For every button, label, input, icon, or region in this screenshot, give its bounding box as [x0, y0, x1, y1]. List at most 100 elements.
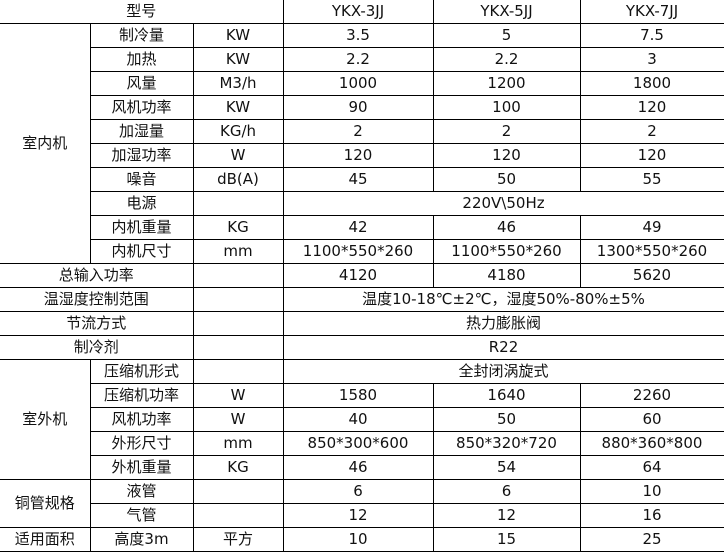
unit-cell	[192, 479, 284, 504]
row-label: 电源	[90, 191, 194, 216]
unit-cell	[192, 191, 284, 216]
row-label: 内机尺寸	[90, 239, 194, 264]
table-row: 室外机 压缩机形式 全封闭涡旋式	[0, 359, 724, 480]
area-row: 适用面积 高度3m 平方 10 15 25	[0, 527, 724, 552]
value-cell: 7.5	[579, 23, 724, 48]
value-cell: 220V\50Hz	[282, 191, 724, 216]
row-label: 压缩机形式	[89, 359, 194, 384]
row-label: 压缩机功率	[90, 383, 194, 408]
header-row: 型号 YKX-3JJ YKX-5JJ YKX-7JJ	[0, 0, 724, 24]
unit-cell	[192, 263, 284, 288]
unit-cell: mm	[192, 239, 284, 264]
table-row: 内机尺寸 mm 1100*550*260 1100*550*260 1300*550*2…	[0, 239, 724, 264]
value-cell: 880*360*800	[579, 431, 724, 456]
value-cell: 4120	[282, 263, 434, 288]
unit-cell: 平方	[192, 527, 284, 552]
value-cell: 42	[282, 215, 434, 240]
indoor-section: 室内机 制冷量 KW 3.5 5 7.5 加热 KW 2.2 2.2 3 风量 M3/h 1000 1200…	[0, 23, 724, 264]
table-row: 铜管规格 液管 6 6 10	[0, 479, 724, 528]
unit-cell: M3/h	[192, 71, 284, 96]
value-cell: 10	[579, 479, 724, 504]
row-label: 风量	[90, 71, 194, 96]
value-cell: 1100*550*260	[282, 239, 434, 264]
value-cell: 1640	[432, 383, 581, 408]
row-label: 外机重量	[90, 455, 194, 480]
group-label: 铜管规格	[0, 479, 91, 528]
table-row: 加湿量 KG/h 2 2 2	[0, 119, 724, 144]
value-cell: 1580	[282, 383, 434, 408]
unit-cell: KW	[192, 95, 284, 120]
table-row: 气管 12 12 16	[0, 503, 724, 528]
pipe-section: 铜管规格 液管 6 6 10 气管 12 12 16	[0, 479, 724, 528]
row-label: 噪音	[90, 167, 194, 192]
row-label: 高度3m	[89, 527, 194, 552]
value-cell: 12	[432, 503, 581, 528]
group-label: 适用面积	[0, 527, 91, 552]
total-power-row: 总输入功率 4120 4180 5620	[0, 263, 724, 288]
row-label: 外形尺寸	[90, 431, 194, 456]
value-cell: 25	[579, 527, 724, 552]
value-cell: 120	[579, 95, 724, 120]
value-cell: 5	[432, 23, 581, 48]
value-cell: 850*300*600	[282, 431, 434, 456]
value-cell: 50	[432, 167, 581, 192]
control-range-row: 温湿度控制范围 温度10-18℃±2℃，湿度50%-80%±5%	[0, 287, 724, 312]
value-cell: 12	[282, 503, 434, 528]
group-label: 室内机	[0, 23, 91, 264]
value-cell: 3.5	[282, 23, 434, 48]
value-cell: 16	[579, 503, 724, 528]
value-cell: 10	[282, 527, 434, 552]
group-label: 室外机	[0, 359, 91, 480]
table-row: 内机重量 KG 42 46 49	[0, 215, 724, 240]
unit-cell: KG	[192, 215, 284, 240]
model-1: YKX-3JJ	[282, 0, 434, 24]
value-cell: 46	[282, 455, 434, 480]
row-label: 风机功率	[90, 407, 194, 432]
value-cell: 1100*550*260	[432, 239, 581, 264]
value-cell: 2	[282, 119, 434, 144]
value-cell: 温度10-18℃±2℃，湿度50%-80%±5%	[282, 287, 724, 312]
value-cell: 2	[432, 119, 581, 144]
unit-cell: W	[192, 407, 284, 432]
outdoor-section: 室外机 压缩机形式 全封闭涡旋式 压缩机功率 W 1580 1640 2260 风机功率 W 40 5…	[0, 359, 724, 480]
table-row: 电源 220V\50Hz	[0, 191, 724, 216]
unit-cell	[192, 335, 284, 360]
value-cell: 1800	[579, 71, 724, 96]
table-row: 加湿功率 W 120 120 120	[0, 143, 724, 168]
value-cell: 55	[579, 167, 724, 192]
value-cell: 120	[579, 143, 724, 168]
row-label: 加热	[90, 47, 194, 72]
table-row: 加热 KW 2.2 2.2 3	[0, 47, 724, 72]
value-cell: 热力膨胀阀	[282, 311, 724, 336]
value-cell: 2.2	[432, 47, 581, 72]
unit-cell: dB(A)	[192, 167, 284, 192]
row-label: 内机重量	[90, 215, 194, 240]
value-cell: 850*320*720	[432, 431, 581, 456]
refrigerant-row: 制冷剂 R22	[0, 335, 724, 360]
value-cell: 90	[282, 95, 434, 120]
unit-cell	[192, 311, 284, 336]
row-label: 风机功率	[90, 95, 194, 120]
unit-cell: KW	[192, 23, 284, 48]
value-cell: 54	[432, 455, 581, 480]
model-3: YKX-7JJ	[579, 0, 724, 24]
table-row: 压缩机功率 W 1580 1640 2260	[0, 383, 724, 408]
value-cell: 全封闭涡旋式	[282, 359, 724, 384]
value-cell: 1300*550*260	[579, 239, 724, 264]
value-cell: 6	[282, 479, 434, 504]
value-cell: 45	[282, 167, 434, 192]
value-cell: 15	[432, 527, 581, 552]
table-row: 噪音 dB(A) 45 50 55	[0, 167, 724, 192]
value-cell: 120	[282, 143, 434, 168]
value-cell: 2.2	[282, 47, 434, 72]
table-row: 外机重量 KG 46 54 64	[0, 455, 724, 480]
throttle-row: 节流方式 热力膨胀阀	[0, 311, 724, 336]
row-label: 制冷剂	[0, 335, 194, 360]
value-cell: 60	[579, 407, 724, 432]
row-label: 液管	[89, 479, 194, 504]
unit-cell	[192, 287, 284, 312]
table-row: 外形尺寸 mm 850*300*600 850*320*720 880*360*800	[0, 431, 724, 456]
row-label: 总输入功率	[0, 263, 194, 288]
row-label: 节流方式	[0, 311, 194, 336]
